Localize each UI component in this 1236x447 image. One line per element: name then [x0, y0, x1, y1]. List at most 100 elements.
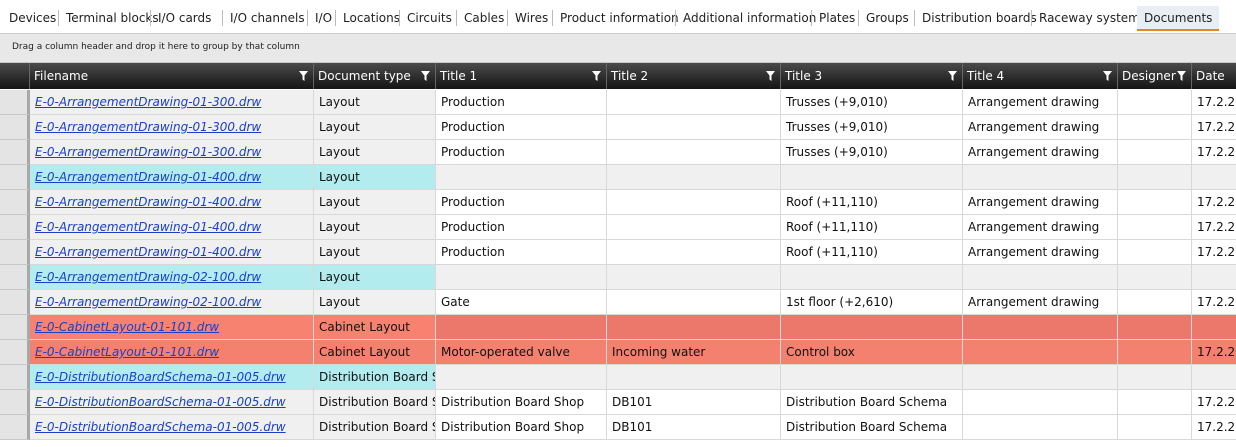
grid-cell — [607, 140, 781, 165]
grid-cell: Arrangement drawing — [963, 90, 1118, 115]
grid-cell — [1118, 365, 1192, 390]
row-selector[interactable] — [0, 190, 30, 215]
grid-cell: Layout — [314, 165, 436, 190]
row-selector[interactable] — [0, 290, 30, 315]
file-link[interactable]: E-0-CabinetLayout-01-101.drw — [30, 340, 314, 365]
row-selector[interactable] — [0, 365, 30, 390]
file-link[interactable]: E-0-CabinetLayout-01-101.drw — [30, 315, 314, 340]
group-panel: Drag a column header and drop it here to… — [0, 34, 1236, 63]
grid-cell — [436, 365, 607, 390]
file-link[interactable]: E-0-ArrangementDrawing-01-300.drw — [30, 140, 314, 165]
grid-cell — [1192, 165, 1236, 190]
file-link[interactable]: E-0-ArrangementDrawing-02-100.drw — [30, 265, 314, 290]
column-header[interactable]: Title 2 — [607, 63, 781, 89]
grid-cell — [1118, 240, 1192, 265]
file-link[interactable]: E-0-DistributionBoardSchema-01-005.drw — [30, 365, 314, 390]
grid-cell: Layout — [314, 290, 436, 315]
grid-cell — [1118, 390, 1192, 415]
row-selector[interactable] — [0, 265, 30, 290]
column-header[interactable]: Title 1 — [436, 63, 607, 89]
row-selector[interactable] — [0, 415, 30, 440]
row-selector[interactable] — [0, 115, 30, 140]
column-header[interactable]: Title 4 — [963, 63, 1118, 89]
column-header[interactable]: Filename — [30, 63, 314, 89]
tab[interactable]: Documents — [1137, 6, 1220, 31]
grid-cell: Arrangement drawing — [963, 190, 1118, 215]
grid-cell — [963, 390, 1118, 415]
file-link[interactable]: E-0-ArrangementDrawing-02-100.drw — [30, 290, 314, 315]
tab[interactable]: Devices — [9, 11, 57, 25]
file-link[interactable]: E-0-ArrangementDrawing-01-400.drw — [30, 190, 314, 215]
filter-icon[interactable] — [421, 71, 430, 81]
tab[interactable]: Terminal blocks — [58, 10, 166, 26]
grid-cell: Distribution Board Shop — [436, 390, 607, 415]
grid-cell: Layout — [314, 190, 436, 215]
file-link[interactable]: E-0-ArrangementDrawing-01-400.drw — [30, 165, 314, 190]
tab[interactable]: I/O channels — [222, 10, 312, 26]
column-header[interactable]: Document type — [314, 63, 436, 89]
row-selector[interactable] — [0, 240, 30, 265]
file-link[interactable]: E-0-DistributionBoardSchema-01-005.drw — [30, 415, 314, 440]
column-header[interactable]: Designer — [1118, 63, 1192, 89]
row-selector[interactable] — [0, 165, 30, 190]
tab[interactable]: Locations — [335, 10, 407, 26]
filter-icon[interactable] — [592, 71, 601, 81]
filter-icon[interactable] — [299, 71, 308, 81]
filter-icon[interactable] — [948, 71, 957, 81]
grid-cell — [963, 415, 1118, 440]
grid-cell — [1118, 140, 1192, 165]
grid-cell — [1118, 290, 1192, 315]
tab[interactable]: Circuits — [399, 10, 459, 26]
filter-icon[interactable] — [1103, 71, 1112, 81]
filter-icon[interactable] — [766, 71, 775, 81]
grid-cell: Distribution Board S — [314, 415, 436, 440]
tab[interactable]: Raceway systems — [1031, 10, 1153, 26]
tab[interactable]: Additional information — [675, 10, 823, 26]
tab[interactable]: Wires — [507, 10, 555, 26]
row-selector[interactable] — [0, 390, 30, 415]
grid-cell — [1118, 115, 1192, 140]
column-header[interactable]: Date — [1192, 63, 1236, 89]
filter-icon[interactable] — [1177, 71, 1186, 81]
tab[interactable]: I/O cards — [150, 10, 218, 26]
grid-cell: Cabinet Layout — [314, 315, 436, 340]
tab[interactable]: Cables — [456, 10, 511, 26]
column-header[interactable]: Title 3 — [781, 63, 963, 89]
grid-cell — [963, 265, 1118, 290]
file-link[interactable]: E-0-ArrangementDrawing-01-300.drw — [30, 90, 314, 115]
grid-cell: Production — [436, 90, 607, 115]
row-selector[interactable] — [0, 315, 30, 340]
tab[interactable]: Distribution boards — [914, 10, 1044, 26]
grid-cell: Production — [436, 115, 607, 140]
grid-cell: Layout — [314, 90, 436, 115]
tab[interactable]: I/O — [307, 10, 339, 26]
file-link[interactable]: E-0-ArrangementDrawing-01-400.drw — [30, 240, 314, 265]
grid-cell — [1118, 265, 1192, 290]
group-hint: Drag a column header and drop it here to… — [12, 42, 300, 52]
grid-cell — [781, 165, 963, 190]
grid-cell — [1118, 215, 1192, 240]
grid-cell — [607, 115, 781, 140]
row-selector[interactable] — [0, 340, 30, 365]
row-selector[interactable] — [0, 215, 30, 240]
grid-cell — [607, 265, 781, 290]
grid-cell — [607, 315, 781, 340]
grid-cell: 17.2.20 — [1192, 390, 1236, 415]
grid-cell: DB101 — [607, 415, 781, 440]
grid-cell: Trusses (+9,010) — [781, 90, 963, 115]
grid-cell: Production — [436, 190, 607, 215]
tab[interactable]: Product information — [552, 10, 686, 26]
grid-cell — [1118, 340, 1192, 365]
file-link[interactable]: E-0-DistributionBoardSchema-01-005.drw — [30, 390, 314, 415]
row-selector[interactable] — [0, 90, 30, 115]
tab[interactable]: Plates — [811, 10, 862, 26]
tab[interactable]: Groups — [858, 10, 916, 26]
row-selector[interactable] — [0, 140, 30, 165]
file-link[interactable]: E-0-ArrangementDrawing-01-300.drw — [30, 115, 314, 140]
file-link[interactable]: E-0-ArrangementDrawing-01-400.drw — [30, 215, 314, 240]
grid-cell: Control box — [781, 340, 963, 365]
grid-cell — [607, 90, 781, 115]
grid-cell: 17.2.20 — [1192, 115, 1236, 140]
grid-cell: Arrangement drawing — [963, 140, 1118, 165]
